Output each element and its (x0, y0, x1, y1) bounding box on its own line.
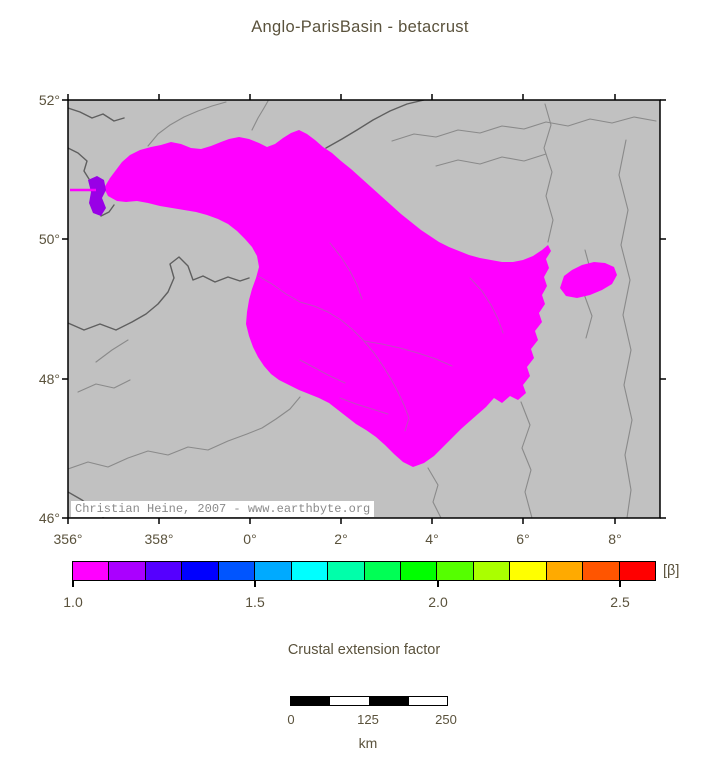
colorbar-segment (181, 562, 218, 580)
x-tick-label: 0° (243, 531, 257, 547)
river (251, 100, 269, 131)
scalebar-bar (290, 696, 448, 706)
scalebar-label: 125 (357, 712, 379, 727)
x-tick-label: 4° (425, 531, 439, 547)
river (543, 103, 554, 243)
coastline (100, 204, 115, 217)
colorbar-tick (72, 581, 74, 587)
scalebar-segment (291, 697, 330, 705)
colorbar-segment (545, 562, 583, 580)
colorbar-segment (363, 562, 400, 580)
x-tick-label: 358° (144, 531, 174, 547)
scalebar-label: 250 (435, 712, 457, 727)
x-tick-label: 356° (53, 531, 83, 547)
river (257, 275, 410, 432)
colorbar-tick-label: 2.5 (610, 594, 630, 610)
page-title: Anglo-ParisBasin - betacrust (251, 18, 469, 36)
river (299, 359, 346, 384)
scalebar-segment (407, 697, 447, 705)
coastline (325, 100, 425, 149)
scalebar-segment (368, 697, 408, 705)
y-tick-label: 52° (38, 92, 60, 108)
river (427, 467, 442, 518)
river (329, 242, 363, 300)
river (147, 101, 227, 147)
x-tick-label: 6° (516, 531, 530, 547)
colorbar-tick (619, 581, 621, 587)
river (339, 397, 389, 415)
river (520, 401, 533, 518)
colorbar-caption: Crustal extension factor (287, 642, 441, 658)
colorbar-segment (582, 562, 619, 580)
watermark: Christian Heine, 2007 - www.earthbyte.or… (71, 501, 375, 517)
colorbar-segment (108, 562, 145, 580)
colorbar-tick (437, 581, 439, 587)
map-ticks (62, 94, 666, 524)
map-figure (62, 94, 666, 524)
x-tick-label: 2° (334, 531, 348, 547)
colorbar-segment (290, 562, 328, 580)
colorbar-segment (73, 562, 109, 580)
colorbar-segment (509, 562, 546, 580)
colorbar-segment (436, 562, 473, 580)
basin-patch-purple (88, 176, 106, 216)
x-tick-label: 8° (608, 531, 622, 547)
colorbar-segment (399, 562, 437, 580)
colorbar-tick-label: 1.5 (245, 594, 265, 610)
colorbar-segment (472, 562, 510, 580)
basin-region-east-patch (560, 262, 617, 298)
y-tick-label: 46° (38, 510, 60, 526)
map-frame (67, 99, 661, 519)
y-tick-label: 50° (38, 231, 60, 247)
colorbar-unit-label: [β] (663, 563, 680, 579)
rivers-over-basin (257, 242, 504, 432)
scalebar-segment (329, 697, 369, 705)
river (391, 116, 657, 142)
coastline (68, 256, 250, 331)
rivers (68, 100, 657, 518)
river (68, 396, 301, 470)
colorbar-gradient (72, 561, 656, 581)
colorbar-segment (254, 562, 291, 580)
colorbar-segment (327, 562, 364, 580)
colorbar-segment (144, 562, 182, 580)
colorbar-tick-label: 2.0 (428, 594, 448, 610)
river (363, 340, 453, 367)
river (77, 379, 131, 393)
coastline (68, 107, 125, 122)
coastline (68, 147, 90, 180)
river (95, 339, 129, 363)
scalebar-unit-label: km (358, 735, 378, 751)
colorbar-segment (217, 562, 255, 580)
colorbar-tick (254, 581, 256, 587)
colorbar-segment (618, 562, 655, 580)
river (618, 139, 633, 518)
colorbar-tick-label: 1.0 (63, 594, 83, 610)
y-tick-label: 48° (38, 371, 60, 387)
river (469, 277, 504, 334)
river (435, 153, 547, 167)
basin-region (104, 130, 551, 467)
scalebar-label: 0 (287, 712, 295, 727)
